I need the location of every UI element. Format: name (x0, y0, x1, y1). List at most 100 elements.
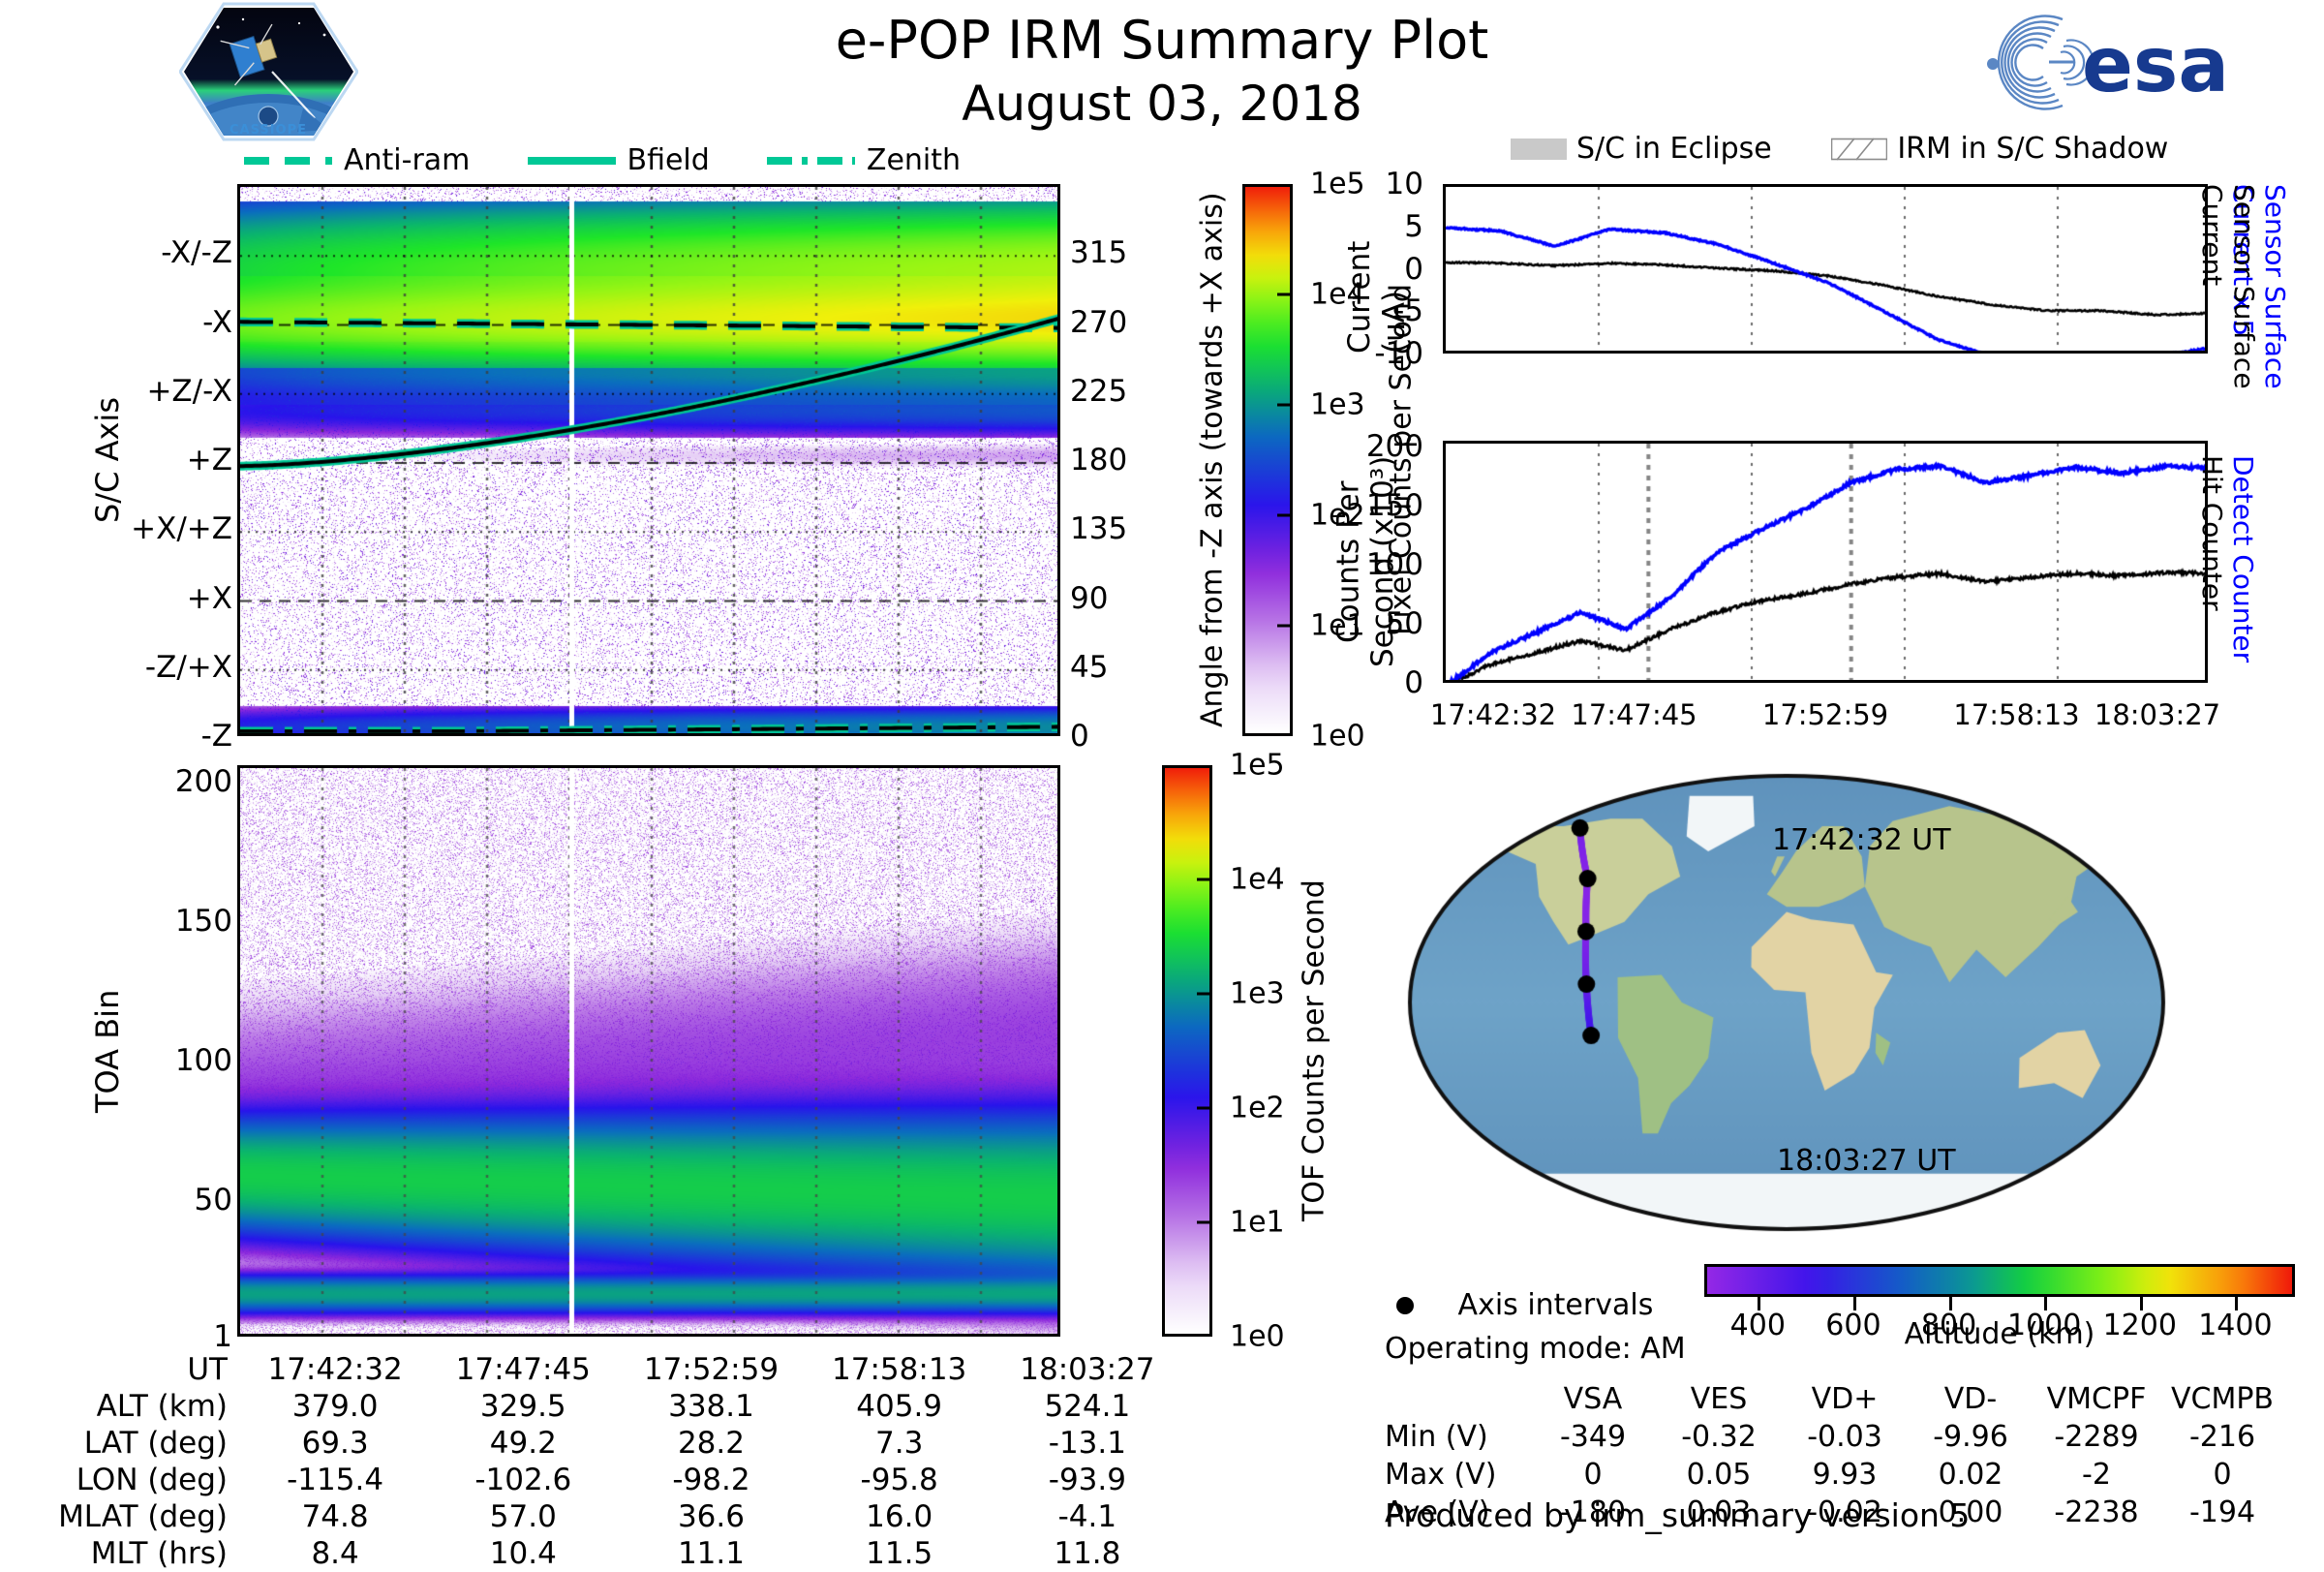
colorbar-tick-label: 1e1 (1310, 608, 1365, 643)
pixel-counts-colorbar (1242, 184, 1293, 736)
voltage-cell: -2289 (2054, 1420, 2139, 1454)
sc-axis-right-ylabel: Angle from -Z axis (towards +X axis) (1195, 192, 1230, 728)
voltage-column-header: VCMPB (2170, 1382, 2275, 1416)
voltage-column-header: VD- (1943, 1382, 1998, 1416)
ephemeris-cell: -95.8 (860, 1463, 938, 1497)
svg-text:esa: esa (2082, 22, 2229, 109)
voltage-summary-table: VSA VES VD+ VD- VMCPF VCMPB Min (V) -349 -0.32 -… (1385, 1380, 2285, 1531)
ephemeris-cell: 8.4 (311, 1536, 359, 1571)
ephemeris-cell: -93.9 (1048, 1463, 1126, 1497)
colorbar-tick-mark (1197, 1106, 1212, 1110)
voltage-cell: -9.96 (1933, 1420, 2008, 1454)
ephemeris-row-label: UT (187, 1352, 228, 1387)
current-right-label-black: Sensor Surface Current (2196, 184, 2260, 389)
ephemeris-cell: 524.1 (1044, 1389, 1131, 1424)
ephemeris-row-label: MLT (hrs) (90, 1536, 228, 1571)
sc-axis-angle-tick-label: 315 (1070, 235, 1128, 271)
map-start-time-label: 17:42:32 UT (1772, 823, 1951, 857)
ephemeris-cell: 11.5 (866, 1536, 933, 1571)
ephemeris-cell: -102.6 (474, 1463, 572, 1497)
colorbar-tick-label: 1e4 (1310, 277, 1365, 312)
voltage-cell: 0 (1583, 1458, 1603, 1492)
axis-intervals-label: Axis intervals (1457, 1288, 1654, 1322)
voltage-column-header: VSA (1563, 1382, 1623, 1416)
ephemeris-cell: 17:58:13 (832, 1352, 967, 1387)
sc-axis-ytick-label: +X/+Z (131, 511, 232, 547)
ephemeris-row: LAT (deg) 69.3 49.2 28.2 7.3 -13.1 (19, 1425, 1181, 1462)
ephemeris-cell: 16.0 (866, 1499, 933, 1534)
ephemeris-cell: 17:52:59 (643, 1352, 780, 1387)
tof-counts-colorbar (1162, 765, 1212, 1337)
ground-track-map: 17:42:32 UT 18:03:27 UT (1404, 770, 2169, 1235)
world-map-canvas (1404, 770, 2169, 1235)
sc-axis-ytick-label: +Z/-X (146, 373, 232, 409)
sc-axis-angle-tick-label: 135 (1070, 511, 1128, 547)
current-plot-canvas (1446, 187, 2205, 351)
dashdot-line-icon (766, 156, 855, 165)
altitude-tick-label: 1200 (2102, 1309, 2177, 1342)
counts-xtick-group: 17:42:32 17:47:45 17:52:59 17:58:13 18:03:27 (1430, 693, 2220, 731)
counts-xtick-label: 18:03:27 (2094, 698, 2221, 731)
altitude-tick-mark (1948, 1297, 1952, 1310)
sc-axis-ytick-label: +X (186, 580, 232, 616)
ephemeris-cell: 28.2 (677, 1426, 745, 1461)
eclipse-legend: S/C in Eclipse IRM in S/C Shadow (1511, 131, 2305, 170)
counts-plot (1443, 441, 2208, 683)
counts-right-label-blue: Detect Counter (2227, 455, 2259, 663)
counts-ytick-label: 200 (1365, 429, 1423, 465)
grey-swatch-icon (1511, 138, 1567, 160)
ephemeris-cell: -98.2 (672, 1463, 750, 1497)
ephemeris-cell: 10.4 (489, 1536, 557, 1571)
ephemeris-cell: 57.0 (489, 1499, 557, 1534)
voltage-cell: 0.03 (1686, 1495, 1752, 1529)
sc-axis-angle-tick-label: 45 (1070, 649, 1109, 685)
ephemeris-cell: 49.2 (489, 1426, 557, 1461)
current-ytick-label: 0 (1404, 251, 1423, 287)
colorbar-tick-label: 1e2 (1310, 498, 1365, 533)
tof-counts-colorbar-label: TOF Counts per Second (1297, 879, 1331, 1222)
voltage-cell: 0 (2213, 1458, 2232, 1492)
voltage-cell: 0.02 (1938, 1458, 2003, 1492)
ephemeris-row: LON (deg) -115.4 -102.6 -98.2 -95.8 -93.9 (19, 1462, 1181, 1498)
altitude-colorbar (1704, 1264, 2295, 1297)
voltage-row: Ave (V) -180 0.03 -0.02 0.00 -2238 -194 (1385, 1494, 2285, 1531)
legend-label-irm-shadow: IRM in S/C Shadow (1897, 132, 2169, 166)
colorbar-tick-mark (1277, 293, 1293, 296)
current-ytick-label: -10 (1374, 336, 1423, 371)
voltage-column-header: VMCPF (2046, 1382, 2147, 1416)
counts-xtick-label: 17:42:32 (1429, 698, 1557, 731)
page-subtitle-date: August 03, 2018 (962, 76, 1362, 132)
altitude-tick-label: 800 (1920, 1309, 1977, 1342)
counts-right-label-black: Hit Counter (2196, 455, 2228, 611)
cassiope-mission-patch-icon: CASSIOPE (178, 2, 359, 142)
sc-axis-heatmap-canvas (240, 187, 1057, 733)
legend-item-irm-shadow: IRM in S/C Shadow (1831, 132, 2168, 166)
altitude-tick-label: 600 (1825, 1309, 1881, 1342)
altitude-tick-mark (2044, 1297, 2048, 1310)
ephemeris-cell: 74.8 (301, 1499, 369, 1534)
sc-axis-legend: Anti-ram Bfield Zenith (242, 143, 1017, 182)
toa-ytick-group: 200 150 100 50 1 (87, 764, 232, 1354)
sc-axis-ytick-label: -X (202, 304, 232, 340)
voltage-cell: -0.03 (1807, 1420, 1882, 1454)
counts-xtick-label: 17:58:13 (1953, 698, 2080, 731)
legend-label-sc-eclipse: S/C in Eclipse (1576, 132, 1772, 166)
voltage-cell: 0.00 (1938, 1495, 2003, 1529)
toa-ytick-label: 200 (174, 764, 232, 800)
voltage-cell: -0.02 (1807, 1495, 1882, 1529)
counts-ytick-group: 200 150 100 50 0 (1278, 429, 1423, 700)
ephemeris-cell: 69.3 (301, 1426, 369, 1461)
sc-axis-angle-tick-label: 225 (1070, 373, 1128, 409)
altitude-tick-label: 1400 (2198, 1309, 2273, 1342)
voltage-cell: 0.05 (1686, 1458, 1752, 1492)
sc-axis-angle-tick-label: 0 (1070, 719, 1089, 754)
ephemeris-cell: 36.6 (677, 1499, 745, 1534)
colorbar-tick-label: 1e0 (1310, 719, 1365, 754)
ephemeris-row: MLT (hrs) 8.4 10.4 11.1 11.5 11.8 (19, 1535, 1181, 1572)
legend-label-bfield: Bfield (627, 143, 710, 177)
colorbar-tick-label: 1e4 (1230, 862, 1285, 897)
page-title: e-POP IRM Summary Plot (835, 10, 1489, 71)
svg-text:CASSIOPE: CASSIOPE (229, 123, 307, 138)
counts-ytick-label: 0 (1404, 665, 1423, 700)
legend-label-anti-ram: Anti-ram (344, 143, 471, 177)
